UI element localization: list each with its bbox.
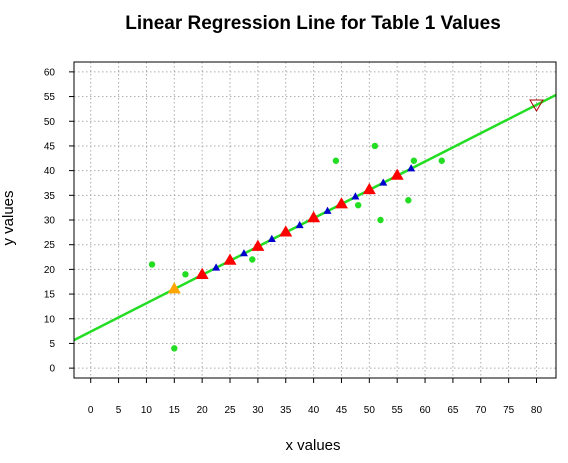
x-tick-label: 75	[503, 405, 515, 416]
fitted-point-large	[279, 225, 293, 237]
fitted-point-large	[334, 197, 348, 209]
y-tick-label: 30	[44, 216, 56, 227]
fitted-point-large	[390, 168, 404, 180]
observed-point	[249, 256, 256, 263]
x-tick-label: 35	[280, 405, 292, 416]
y-tick-label: 10	[44, 314, 56, 325]
observed-point	[171, 345, 178, 352]
x-axis-label: x values	[285, 437, 340, 454]
data-points	[148, 99, 544, 352]
y-tick-label: 55	[44, 92, 56, 103]
fitted-point-large	[223, 253, 237, 265]
observed-point	[148, 261, 156, 268]
x-tick-label: 50	[364, 405, 376, 416]
y-axis-label: y values	[0, 190, 17, 245]
x-tick-label: 55	[392, 405, 404, 416]
fitted-point-small	[239, 249, 248, 257]
predicted-point	[529, 99, 544, 112]
y-tick-label: 0	[49, 364, 55, 375]
fitted-point-small	[351, 192, 360, 200]
y-tick-label: 5	[49, 339, 55, 350]
x-tick-label: 10	[141, 405, 153, 416]
x-tick-label: 45	[336, 405, 348, 416]
fitted-point-large	[362, 182, 376, 195]
x-tick-label: 25	[224, 405, 236, 416]
y-tick-label: 40	[44, 166, 56, 177]
x-tick-label: 40	[308, 405, 320, 416]
y-tick-label: 35	[44, 191, 56, 202]
x-tick-label: 5	[116, 405, 122, 416]
x-tick-label: 70	[475, 405, 487, 416]
chart-title: Linear Regression Line for Table 1 Value…	[125, 13, 501, 34]
x-tick-label: 15	[169, 405, 181, 416]
y-tick-label: 25	[44, 240, 56, 251]
observed-point	[438, 157, 445, 164]
y-tick-label: 20	[44, 265, 56, 276]
plot-frame	[73, 61, 557, 379]
observed-point	[182, 271, 189, 278]
x-tick-label: 0	[88, 405, 94, 416]
axis-ticks: 0 5 10 15 20 25 30 35 40 45 50 55 60 65 70 75 80 0 5 10 15 20…	[44, 67, 543, 416]
x-tick-label: 60	[419, 405, 431, 416]
observed-point	[371, 142, 379, 150]
observed-point	[377, 216, 384, 224]
fitted-point-large	[195, 267, 209, 280]
y-tick-label: 45	[44, 141, 56, 152]
y-tick-label: 15	[44, 290, 56, 301]
fitted-point-small	[212, 263, 221, 271]
y-tick-label: 50	[44, 117, 56, 128]
fitted-point-small	[267, 234, 276, 242]
observed-point	[354, 201, 362, 209]
fitted-point-large	[167, 282, 181, 294]
observed-point	[405, 197, 412, 204]
fitted-point-small	[379, 178, 388, 186]
fitted-point-small	[407, 164, 416, 172]
x-tick-label: 30	[252, 405, 264, 416]
fitted-point-small	[295, 220, 304, 229]
x-tick-label: 65	[447, 405, 459, 416]
observed-point	[410, 157, 418, 164]
x-tick-label: 80	[531, 405, 543, 416]
fitted-point-small	[323, 206, 332, 214]
observed-point	[332, 157, 340, 164]
fitted-point-large	[251, 239, 265, 251]
y-tick-label: 60	[44, 67, 56, 78]
x-tick-label: 20	[197, 405, 209, 416]
fitted-point-large	[307, 211, 321, 223]
